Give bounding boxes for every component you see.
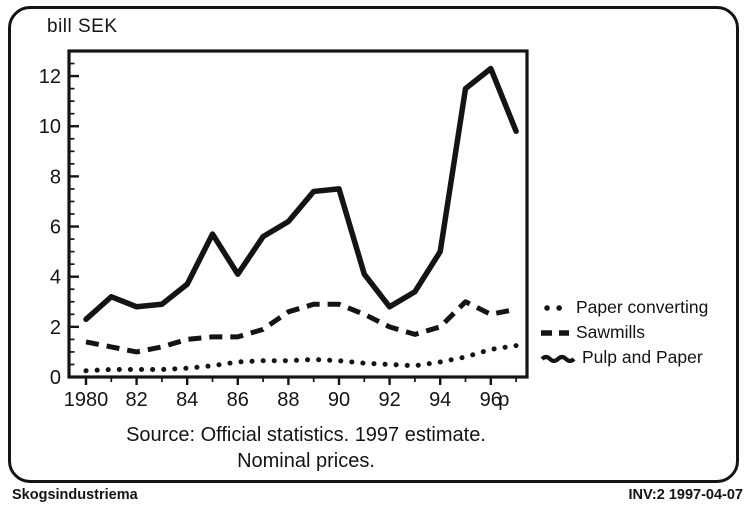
caption: Source: Official statistics. 1997 estima… [11, 422, 601, 474]
caption-line-2: Nominal prices. [237, 450, 375, 472]
svg-text:94: 94 [429, 389, 451, 411]
footer-reference: INV:2 1997-04-07 [628, 487, 743, 503]
legend-item-sawmills: Sawmills [540, 320, 755, 345]
svg-text:86: 86 [227, 389, 249, 411]
legend-item-pulp-and-paper: Pulp and Paper [540, 345, 755, 370]
svg-text:1980: 1980 [64, 389, 109, 411]
legend-label-paper-converting: Paper converting [576, 297, 709, 317]
dotted-line-marker [544, 304, 563, 311]
svg-text:6: 6 [50, 217, 61, 239]
svg-text:p: p [498, 389, 509, 411]
line-chart: 0 2 4 6 8 10 12 1980 82 84 86 88 90 92 94 96p [39, 49, 529, 411]
svg-text:10: 10 [39, 116, 61, 138]
svg-text:2: 2 [50, 317, 61, 339]
legend-item-paper-converting: Paper converting [540, 295, 755, 320]
svg-text:92: 92 [378, 389, 400, 411]
legend-label-pulp-and-paper: Pulp and Paper [582, 347, 703, 367]
footer: Skogsindustriema INV:2 1997-04-07 [12, 487, 743, 503]
svg-text:88: 88 [277, 389, 299, 411]
legend: Paper converting Sawmills Pulp and Paper [540, 295, 755, 370]
svg-text:82: 82 [125, 389, 147, 411]
svg-text:96: 96 [480, 389, 502, 411]
svg-text:8: 8 [50, 166, 61, 188]
dashed-line-marker [541, 329, 569, 336]
caption-line-1: Source: Official statistics. 1997 estima… [126, 424, 486, 446]
svg-text:4: 4 [50, 267, 61, 289]
footer-organization: Skogsindustriema [12, 487, 138, 503]
svg-text:90: 90 [328, 389, 350, 411]
svg-text:12: 12 [39, 66, 61, 88]
chart-frame: bill SEK 0 2 4 6 8 10 12 1980 82 84 86 88 90 92 94 96 p … [8, 6, 739, 483]
solid-line-marker [540, 354, 576, 363]
svg-text:0: 0 [50, 367, 61, 389]
legend-label-sawmills: Sawmills [576, 322, 646, 342]
y-axis-unit-label: bill SEK [47, 16, 118, 37]
svg-text:84: 84 [176, 389, 198, 411]
